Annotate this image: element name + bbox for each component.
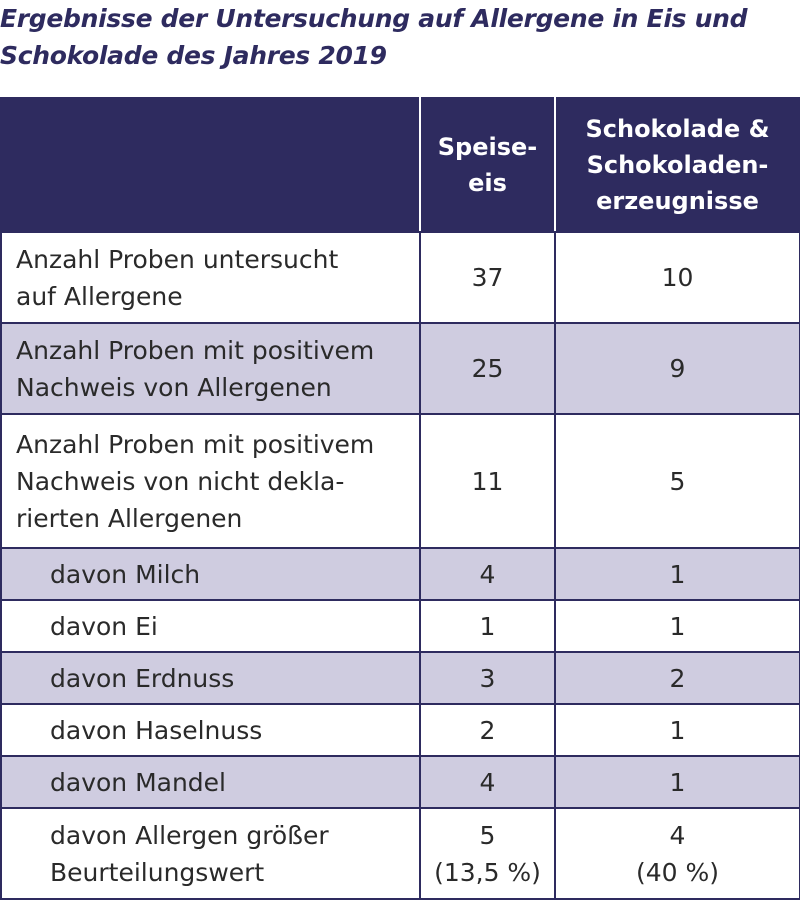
cell-value: 10 (661, 263, 694, 292)
cell-value: 2 (479, 715, 496, 745)
table-header-row: Speise- eis Schokolade & Schokoladen- er… (0, 97, 800, 233)
cell-speiseeis: 37 (419, 231, 556, 324)
row-label: davon Haselnuss (0, 703, 421, 757)
cell-value: 1 (669, 767, 686, 797)
table-row: Anzahl Proben untersucht auf Allergene 3… (0, 231, 800, 324)
cell-schokolade: 1 (554, 547, 800, 601)
table-row: davon Milch 4 1 (0, 547, 800, 601)
table-row: Anzahl Proben mit positivem Nachweis von… (0, 413, 800, 549)
row-label-line: davon Erdnuss (50, 663, 235, 693)
cell-value: 2 (669, 663, 686, 693)
cell-value: 37 (471, 263, 504, 292)
cell-speiseeis: 2 (419, 703, 556, 757)
table-row: davon Mandel 4 1 (0, 755, 800, 809)
cell-percent: (40 %) (635, 857, 720, 887)
header-schokolade-line: Schokolade & (585, 115, 770, 143)
header-schokolade-line: erzeugnisse (596, 187, 759, 215)
page-title: Ergebnisse der Untersuchung auf Allergen… (0, 0, 800, 74)
header-empty-cell (0, 97, 421, 233)
cell-schokolade: 2 (554, 651, 800, 705)
cell-speiseeis: 25 (419, 322, 556, 415)
row-label: Anzahl Proben mit positivem Nachweis von… (0, 413, 421, 549)
row-label: Anzahl Proben untersucht auf Allergene (0, 231, 421, 324)
cell-value: 1 (669, 611, 686, 641)
title-line-1: Ergebnisse der Untersuchung auf Allergen… (0, 4, 748, 33)
row-label-line: rierten Allergenen (16, 503, 243, 533)
cell-speiseeis: 4 (419, 547, 556, 601)
row-label: davon Erdnuss (0, 651, 421, 705)
row-label-line: Anzahl Proben mit positivem (16, 335, 375, 365)
row-label-line: Beurteilungswert (50, 857, 265, 887)
cell-schokolade: 1 (554, 703, 800, 757)
title-line-2: Schokolade des Jahres 2019 (0, 41, 387, 70)
cell-value: 1 (669, 559, 686, 589)
row-label-line: Nachweis von Allergenen (16, 372, 332, 402)
row-label-line: davon Ei (50, 611, 158, 641)
row-label-line: davon Milch (50, 559, 201, 589)
cell-speiseeis: 4 (419, 755, 556, 809)
row-label-line: davon Haselnuss (50, 715, 263, 745)
header-speiseeis-line: eis (468, 169, 507, 197)
cell-percent: (13,5 %) (434, 857, 541, 887)
cell-schokolade: 4 (40 %) (554, 807, 800, 900)
table-row: davon Erdnuss 3 2 (0, 651, 800, 705)
cell-value: 1 (479, 611, 496, 641)
row-label-line: Nachweis von nicht dekla- (16, 466, 345, 496)
header-speiseeis: Speise- eis (419, 97, 556, 233)
cell-schokolade: 5 (554, 413, 800, 549)
cell-schokolade: 9 (554, 322, 800, 415)
cell-value: 3 (479, 663, 496, 693)
row-label-line: davon Mandel (50, 767, 227, 797)
row-label: davon Allergen größer Beurteilungswert (0, 807, 421, 900)
header-schokolade-line: Schokoladen- (586, 151, 769, 179)
cell-speiseeis: 3 (419, 651, 556, 705)
row-label-line: davon Allergen größer (50, 820, 329, 850)
allergen-results-table: Speise- eis Schokolade & Schokoladen- er… (0, 97, 800, 900)
cell-value: 4 (479, 767, 496, 797)
cell-value: 25 (471, 354, 504, 383)
cell-value: 4 (669, 820, 686, 850)
row-label: davon Ei (0, 599, 421, 653)
table-row: davon Ei 1 1 (0, 599, 800, 653)
table-row: Anzahl Proben mit positivem Nachweis von… (0, 322, 800, 415)
cell-speiseeis: 11 (419, 413, 556, 549)
cell-value: 5 (669, 466, 686, 496)
cell-speiseeis: 5 (13,5 %) (419, 807, 556, 900)
row-label: Anzahl Proben mit positivem Nachweis von… (0, 322, 421, 415)
header-speiseeis-line: Speise- (437, 133, 538, 161)
table-row: davon Allergen größer Beurteilungswert 5… (0, 807, 800, 900)
row-label-line: auf Allergene (16, 281, 183, 311)
table-row: davon Haselnuss 2 1 (0, 703, 800, 757)
cell-schokolade: 10 (554, 231, 800, 324)
cell-value: 1 (669, 715, 686, 745)
row-label: davon Mandel (0, 755, 421, 809)
cell-value: 5 (479, 820, 496, 850)
cell-speiseeis: 1 (419, 599, 556, 653)
cell-value: 9 (669, 354, 686, 383)
row-label: davon Milch (0, 547, 421, 601)
row-label-line: Anzahl Proben mit positivem (16, 429, 375, 459)
cell-schokolade: 1 (554, 599, 800, 653)
cell-value: 11 (471, 466, 504, 496)
cell-schokolade: 1 (554, 755, 800, 809)
header-schokolade: Schokolade & Schokoladen- erzeugnisse (554, 97, 800, 233)
cell-value: 4 (479, 559, 496, 589)
row-label-line: Anzahl Proben untersucht (16, 244, 339, 274)
